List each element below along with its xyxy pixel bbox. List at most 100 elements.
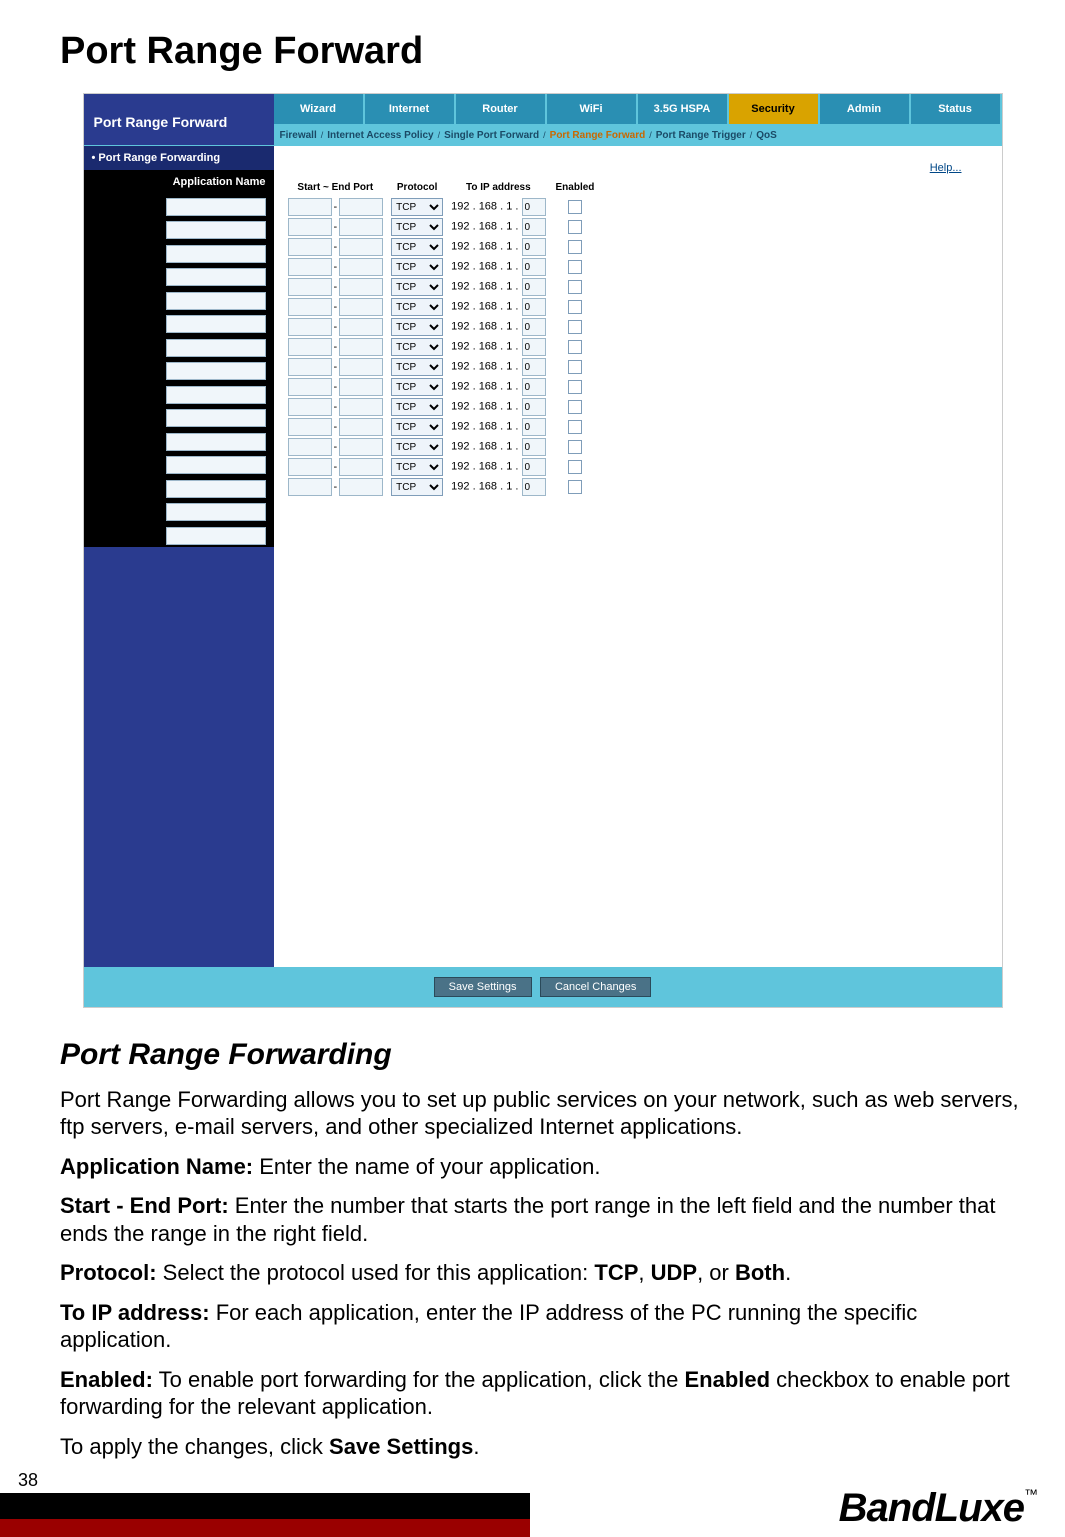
end-port-input[interactable] [339, 458, 383, 476]
enabled-checkbox[interactable] [568, 280, 582, 294]
application-name-input[interactable] [166, 527, 266, 545]
ip-last-octet-input[interactable] [522, 378, 546, 396]
ip-last-octet-input[interactable] [522, 398, 546, 416]
start-port-input[interactable] [288, 438, 332, 456]
end-port-input[interactable] [339, 318, 383, 336]
application-name-input[interactable] [166, 409, 266, 427]
ip-last-octet-input[interactable] [522, 278, 546, 296]
start-port-input[interactable] [288, 418, 332, 436]
enabled-checkbox[interactable] [568, 320, 582, 334]
enabled-checkbox[interactable] [568, 480, 582, 494]
sidebar-item-port-range-forwarding[interactable]: Port Range Forwarding [84, 146, 274, 170]
start-port-input[interactable] [288, 298, 332, 316]
enabled-checkbox[interactable] [568, 220, 582, 234]
enabled-checkbox[interactable] [568, 360, 582, 374]
enabled-checkbox[interactable] [568, 420, 582, 434]
application-name-input[interactable] [166, 221, 266, 239]
end-port-input[interactable] [339, 338, 383, 356]
protocol-select[interactable]: TCP [391, 478, 443, 496]
protocol-select[interactable]: TCP [391, 398, 443, 416]
start-port-input[interactable] [288, 458, 332, 476]
protocol-select[interactable]: TCP [391, 338, 443, 356]
ip-last-octet-input[interactable] [522, 318, 546, 336]
protocol-select[interactable]: TCP [391, 238, 443, 256]
application-name-input[interactable] [166, 433, 266, 451]
protocol-select[interactable]: TCP [391, 438, 443, 456]
application-name-input[interactable] [166, 480, 266, 498]
tab-router[interactable]: Router [456, 94, 547, 124]
protocol-select[interactable]: TCP [391, 278, 443, 296]
start-port-input[interactable] [288, 318, 332, 336]
enabled-checkbox[interactable] [568, 340, 582, 354]
enabled-checkbox[interactable] [568, 200, 582, 214]
tab-3-5g-hspa[interactable]: 3.5G HSPA [638, 94, 729, 124]
end-port-input[interactable] [339, 398, 383, 416]
end-port-input[interactable] [339, 418, 383, 436]
protocol-select[interactable]: TCP [391, 358, 443, 376]
start-port-input[interactable] [288, 218, 332, 236]
protocol-select[interactable]: TCP [391, 258, 443, 276]
tab-wifi[interactable]: WiFi [547, 94, 638, 124]
start-port-input[interactable] [288, 378, 332, 396]
end-port-input[interactable] [339, 278, 383, 296]
protocol-select[interactable]: TCP [391, 318, 443, 336]
save-settings-button[interactable]: Save Settings [434, 977, 532, 997]
ip-last-octet-input[interactable] [522, 438, 546, 456]
tab-wizard[interactable]: Wizard [274, 94, 365, 124]
ip-last-octet-input[interactable] [522, 338, 546, 356]
start-port-input[interactable] [288, 478, 332, 496]
application-name-input[interactable] [166, 198, 266, 216]
start-port-input[interactable] [288, 258, 332, 276]
end-port-input[interactable] [339, 238, 383, 256]
ip-last-octet-input[interactable] [522, 258, 546, 276]
application-name-input[interactable] [166, 362, 266, 380]
ip-last-octet-input[interactable] [522, 238, 546, 256]
application-name-input[interactable] [166, 245, 266, 263]
end-port-input[interactable] [339, 438, 383, 456]
end-port-input[interactable] [339, 358, 383, 376]
end-port-input[interactable] [339, 378, 383, 396]
start-port-input[interactable] [288, 358, 332, 376]
start-port-input[interactable] [288, 278, 332, 296]
application-name-input[interactable] [166, 315, 266, 333]
ip-last-octet-input[interactable] [522, 458, 546, 476]
subtab-internet-access-policy[interactable]: Internet Access Policy [327, 130, 433, 141]
protocol-select[interactable]: TCP [391, 218, 443, 236]
end-port-input[interactable] [339, 218, 383, 236]
application-name-input[interactable] [166, 456, 266, 474]
end-port-input[interactable] [339, 478, 383, 496]
start-port-input[interactable] [288, 198, 332, 216]
tab-internet[interactable]: Internet [365, 94, 456, 124]
enabled-checkbox[interactable] [568, 300, 582, 314]
enabled-checkbox[interactable] [568, 440, 582, 454]
application-name-input[interactable] [166, 386, 266, 404]
ip-last-octet-input[interactable] [522, 478, 546, 496]
tab-security[interactable]: Security [729, 94, 820, 124]
end-port-input[interactable] [339, 258, 383, 276]
ip-last-octet-input[interactable] [522, 358, 546, 376]
start-port-input[interactable] [288, 338, 332, 356]
subtab-firewall[interactable]: Firewall [280, 130, 317, 141]
enabled-checkbox[interactable] [568, 400, 582, 414]
cancel-changes-button[interactable]: Cancel Changes [540, 977, 651, 997]
application-name-input[interactable] [166, 268, 266, 286]
protocol-select[interactable]: TCP [391, 458, 443, 476]
enabled-checkbox[interactable] [568, 460, 582, 474]
application-name-input[interactable] [166, 292, 266, 310]
enabled-checkbox[interactable] [568, 260, 582, 274]
ip-last-octet-input[interactable] [522, 198, 546, 216]
application-name-input[interactable] [166, 503, 266, 521]
subtab-single-port-forward[interactable]: Single Port Forward [444, 130, 539, 141]
application-name-input[interactable] [166, 339, 266, 357]
tab-status[interactable]: Status [911, 94, 1002, 124]
protocol-select[interactable]: TCP [391, 418, 443, 436]
subtab-port-range-trigger[interactable]: Port Range Trigger [656, 130, 746, 141]
subtab-port-range-forward[interactable]: Port Range Forward [550, 130, 646, 141]
help-link[interactable]: Help... [930, 162, 962, 174]
start-port-input[interactable] [288, 238, 332, 256]
enabled-checkbox[interactable] [568, 380, 582, 394]
protocol-select[interactable]: TCP [391, 198, 443, 216]
protocol-select[interactable]: TCP [391, 378, 443, 396]
ip-last-octet-input[interactable] [522, 298, 546, 316]
tab-admin[interactable]: Admin [820, 94, 911, 124]
